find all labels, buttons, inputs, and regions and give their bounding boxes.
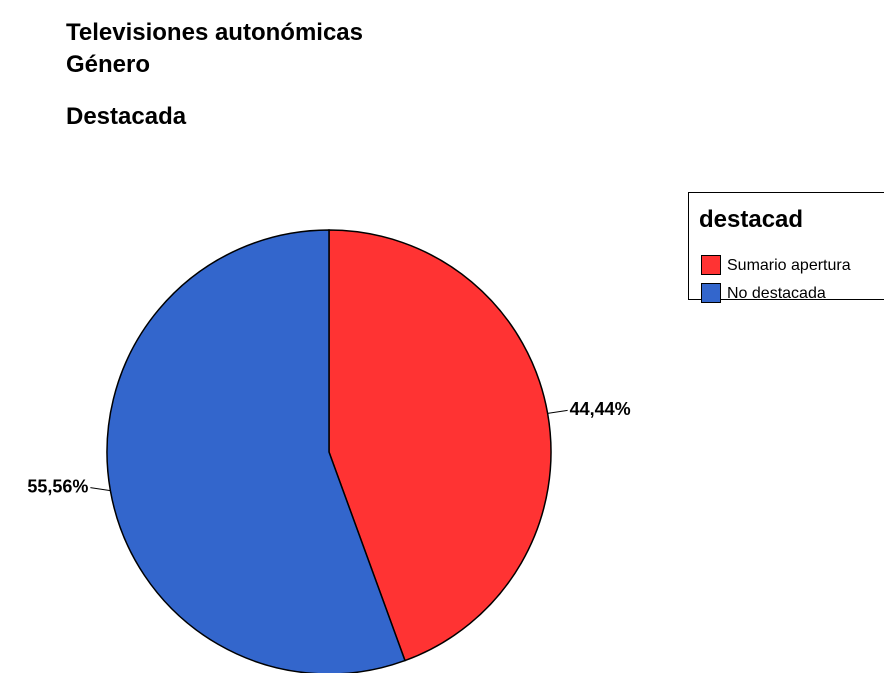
legend-swatch xyxy=(701,283,721,303)
legend-title: destacad xyxy=(699,206,803,233)
leader-line xyxy=(547,409,568,414)
chart-title: Género xyxy=(66,51,150,78)
chart-title: Televisiones autonómicas xyxy=(66,19,363,46)
legend-box xyxy=(688,192,884,300)
value-label: 55,56% xyxy=(27,476,88,496)
legend-item: Sumario apertura xyxy=(727,257,851,274)
pie-slice xyxy=(106,229,406,673)
leader-line xyxy=(90,487,111,492)
legend-swatch xyxy=(701,255,721,275)
legend-item: No destacada xyxy=(727,285,826,302)
value-label: 44,44% xyxy=(570,399,631,419)
chart-subtitle: Destacada xyxy=(66,103,187,130)
